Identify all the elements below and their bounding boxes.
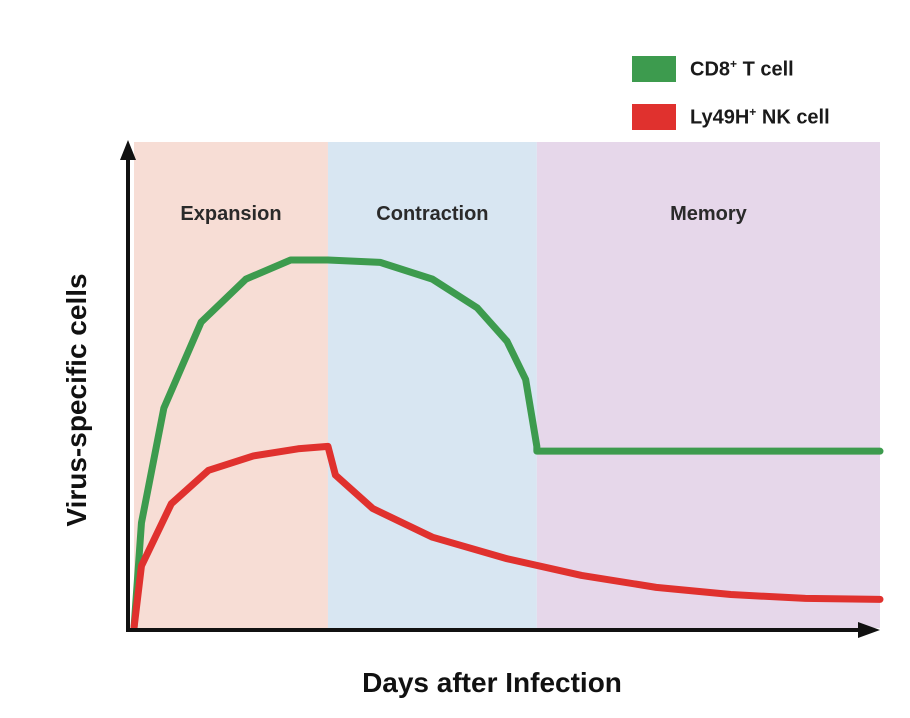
phase-band-expansion	[134, 142, 328, 628]
legend-label-cd8: CD8+ T cell	[690, 56, 794, 81]
phase-band-contraction	[327, 142, 537, 628]
x-axis-title: Days after Infection	[362, 667, 622, 698]
phase-bands: Expansion Contraction Memory	[134, 142, 880, 628]
legend-label-ly49h: Ly49H+ NK cell	[690, 104, 830, 129]
phase-label-memory: Memory	[670, 203, 748, 225]
series-lines	[130, 256, 884, 632]
legend-swatch-ly49h	[632, 104, 676, 130]
legend-item-ly49h: Ly49H+ NK cell	[632, 103, 830, 131]
x-axis-arrow	[858, 622, 880, 638]
legend-swatch-cd8	[632, 56, 676, 82]
axes	[120, 140, 880, 638]
phase-label-expansion: Expansion	[180, 203, 281, 225]
series-line-ly49h	[130, 442, 884, 632]
phase-band-memory	[536, 142, 880, 628]
y-axis-arrow	[120, 140, 136, 160]
series-line-cd8	[130, 256, 884, 632]
legend: CD8+ T cell Ly49H+ NK cell	[632, 55, 830, 151]
y-axis-title: Virus-specific cells	[61, 273, 92, 526]
legend-item-cd8: CD8+ T cell	[632, 55, 830, 83]
phase-label-contraction: Contraction	[376, 203, 488, 225]
